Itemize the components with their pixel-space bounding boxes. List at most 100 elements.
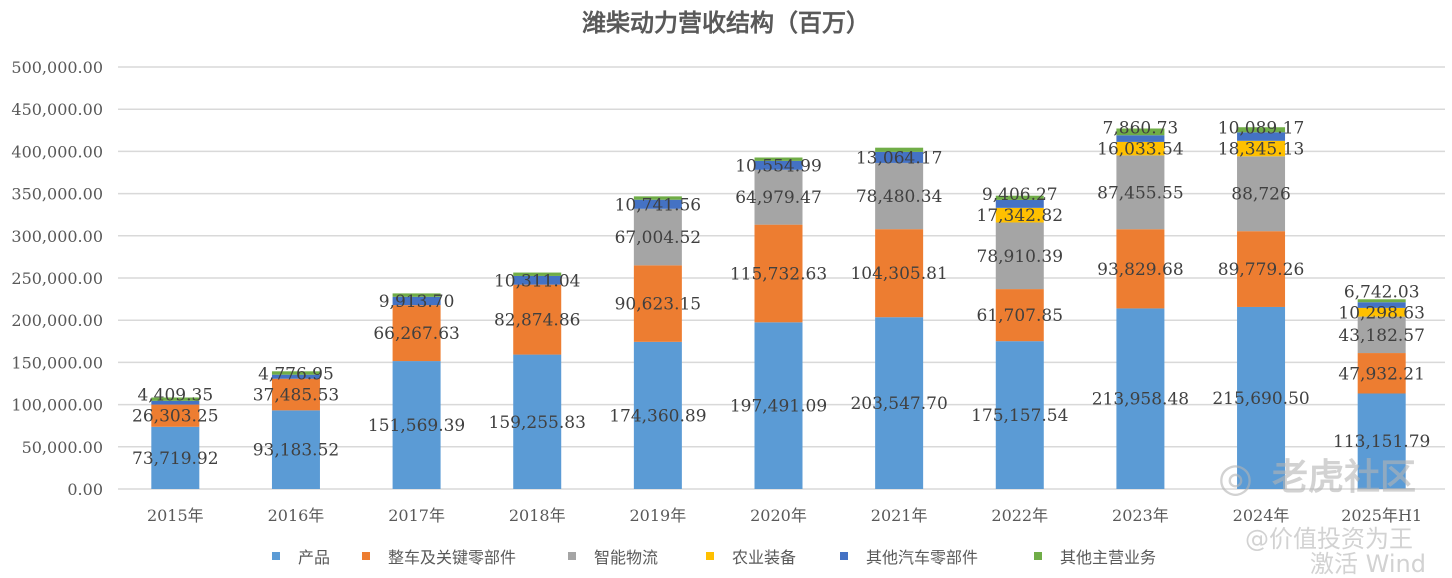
data-label: 93,829.68 (1097, 260, 1184, 280)
bar-segment (392, 296, 441, 306)
data-label: 89,779.26 (1218, 260, 1305, 280)
bar-segment (1237, 132, 1286, 141)
watermark-community: 老虎社区 (1272, 457, 1417, 498)
bar-segment (1116, 128, 1165, 136)
bar-segment (1237, 140, 1286, 157)
data-label: 47,932.21 (1338, 364, 1425, 384)
bar-segment (271, 374, 320, 379)
bar-segment (1357, 302, 1406, 308)
x-tick-label: 2016年 (268, 506, 325, 525)
y-tick-label: 500,000.00 (11, 58, 103, 77)
x-tick-label: 2025年H1 (1341, 506, 1422, 525)
bar-segment (633, 199, 682, 209)
data-label: 82,874.86 (494, 311, 581, 331)
x-tick-label: 2017年 (388, 506, 445, 525)
data-label: 113,151.79 (1333, 432, 1430, 452)
data-label: 43,182.57 (1338, 326, 1425, 346)
data-label: 175,157.54 (971, 406, 1068, 426)
legend-label: 其他汽车零部件 (866, 548, 978, 567)
bar-segment (1237, 306, 1286, 489)
bar-segment (754, 322, 803, 489)
bar-segment (271, 371, 320, 375)
legend-swatch (362, 552, 370, 560)
bar-segment (271, 378, 320, 411)
bar-segment (151, 404, 200, 427)
data-label: 7,860.73 (1103, 119, 1179, 139)
data-label: 10,554.99 (735, 156, 822, 176)
bar-segment (1116, 141, 1165, 156)
y-tick-label: 150,000.00 (11, 353, 103, 372)
bar-segment (1116, 308, 1165, 489)
bar-segment (392, 305, 441, 362)
x-tick-label: 2022年 (991, 506, 1048, 525)
bar-segment (875, 229, 924, 318)
legend-label: 整车及关键零部件 (388, 548, 516, 567)
data-label: 203,547.70 (850, 394, 947, 414)
data-label: 10,089.17 (1218, 119, 1305, 139)
bar-segment (1357, 316, 1406, 354)
watermark-logo: ◎ (1218, 455, 1253, 501)
data-label: 104,305.81 (850, 264, 947, 284)
data-label: 61,707.85 (977, 306, 1064, 326)
bar-segment (1116, 135, 1165, 142)
bar-segment (995, 199, 1044, 208)
y-tick-label: 50,000.00 (22, 438, 103, 457)
legend-label: 农业装备 (732, 548, 796, 567)
data-label: 159,255.83 (489, 413, 586, 433)
bar-segment (633, 208, 682, 266)
data-label: 4,776.95 (258, 365, 334, 385)
bar-segment (633, 341, 682, 489)
data-label: 64,979.47 (735, 188, 822, 208)
legend-label: 产品 (298, 548, 330, 567)
data-label: 78,480.34 (856, 187, 943, 207)
data-label: 6,742.03 (1344, 282, 1420, 302)
x-tick-label: 2019年 (629, 506, 686, 525)
legend-swatch (706, 552, 714, 560)
bar-segment (151, 397, 200, 401)
data-label: 66,267.63 (373, 324, 460, 344)
bar-segment (633, 265, 682, 342)
legend-swatch (1034, 552, 1042, 560)
y-tick-label: 450,000.00 (11, 100, 103, 119)
data-label: 90,623.15 (615, 295, 702, 315)
data-label: 78,910.39 (977, 247, 1064, 267)
bar-segment (875, 147, 924, 152)
data-label: 10,741.56 (615, 195, 702, 215)
watermark-activate: 激活 Wind (1310, 550, 1426, 578)
data-label: 213,958.48 (1092, 390, 1189, 410)
data-label: 26,303.25 (132, 407, 219, 427)
bar-segment (1357, 353, 1406, 394)
y-tick-label: 200,000.00 (11, 311, 103, 330)
data-label: 13,064.17 (856, 148, 943, 168)
legend-swatch (272, 552, 280, 560)
data-label: 9,406.27 (982, 185, 1058, 205)
bar-segment (754, 224, 803, 323)
bar-segment (392, 293, 441, 297)
bar-segment (1357, 307, 1406, 317)
data-label: 17,342.82 (977, 206, 1064, 226)
bar-segment (754, 160, 803, 170)
bar-segment (513, 284, 562, 355)
data-label: 10,298.63 (1338, 303, 1425, 323)
legend-label: 其他主营业务 (1060, 548, 1156, 567)
data-label: 18,345.13 (1218, 140, 1305, 160)
bar-segment (754, 157, 803, 161)
bar-segment (513, 275, 562, 285)
legend-swatch (568, 552, 576, 560)
data-label: 67,004.52 (615, 228, 702, 248)
bar-segment (995, 289, 1044, 342)
bar-segment (151, 400, 200, 405)
bar-segment (875, 162, 924, 230)
watermark-author: @价值投资为王 (1245, 525, 1413, 553)
x-tick-label: 2020年 (750, 506, 807, 525)
data-label: 151,569.39 (368, 416, 465, 436)
bar-segment (995, 195, 1044, 200)
bar-segment (875, 317, 924, 489)
data-label: 4,409.35 (137, 386, 213, 406)
bar-segment (271, 410, 320, 489)
x-tick-label: 2015年 (147, 506, 204, 525)
x-tick-label: 2021年 (871, 506, 928, 525)
chart-title: 潍柴动力营收结构（百万） (582, 8, 870, 37)
x-tick-label: 2018年 (509, 506, 566, 525)
data-label: 87,455.55 (1097, 183, 1184, 203)
